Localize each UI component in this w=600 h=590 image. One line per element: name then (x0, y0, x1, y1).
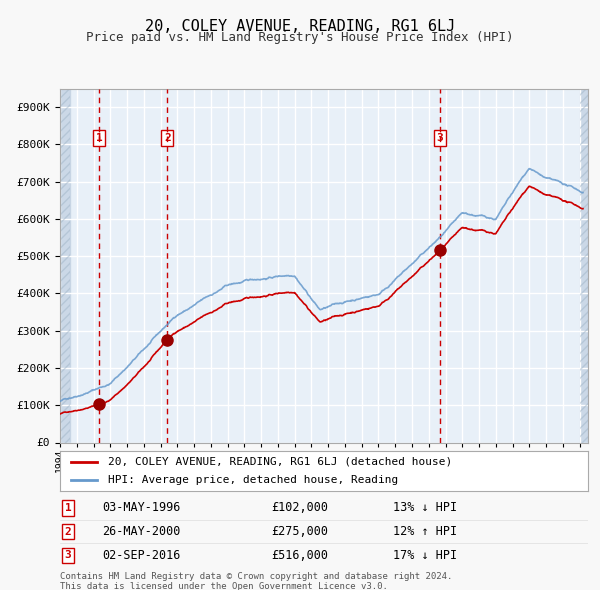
Text: £516,000: £516,000 (271, 549, 328, 562)
Text: 1: 1 (65, 503, 71, 513)
Text: 2: 2 (65, 527, 71, 536)
Text: 26-MAY-2000: 26-MAY-2000 (102, 525, 181, 538)
Bar (60, 88, 70, 442)
Text: Contains HM Land Registry data © Crown copyright and database right 2024.: Contains HM Land Registry data © Crown c… (60, 572, 452, 581)
Bar (580, 88, 588, 442)
Text: 03-MAY-1996: 03-MAY-1996 (102, 502, 181, 514)
Text: 17% ↓ HPI: 17% ↓ HPI (392, 549, 457, 562)
Text: 20, COLEY AVENUE, READING, RG1 6LJ (detached house): 20, COLEY AVENUE, READING, RG1 6LJ (deta… (107, 457, 452, 467)
Text: 1: 1 (96, 133, 103, 143)
Text: 3: 3 (437, 133, 443, 143)
Text: Price paid vs. HM Land Registry's House Price Index (HPI): Price paid vs. HM Land Registry's House … (86, 31, 514, 44)
Text: £275,000: £275,000 (271, 525, 328, 538)
Text: £102,000: £102,000 (271, 502, 328, 514)
Text: This data is licensed under the Open Government Licence v3.0.: This data is licensed under the Open Gov… (60, 582, 388, 590)
Text: 3: 3 (65, 550, 71, 560)
Bar (60, 88, 70, 442)
Text: 12% ↑ HPI: 12% ↑ HPI (392, 525, 457, 538)
Bar (580, 88, 588, 442)
Text: 13% ↓ HPI: 13% ↓ HPI (392, 502, 457, 514)
Text: 02-SEP-2016: 02-SEP-2016 (102, 549, 181, 562)
Text: HPI: Average price, detached house, Reading: HPI: Average price, detached house, Read… (107, 475, 398, 485)
Text: 2: 2 (164, 133, 170, 143)
Text: 20, COLEY AVENUE, READING, RG1 6LJ: 20, COLEY AVENUE, READING, RG1 6LJ (145, 19, 455, 34)
